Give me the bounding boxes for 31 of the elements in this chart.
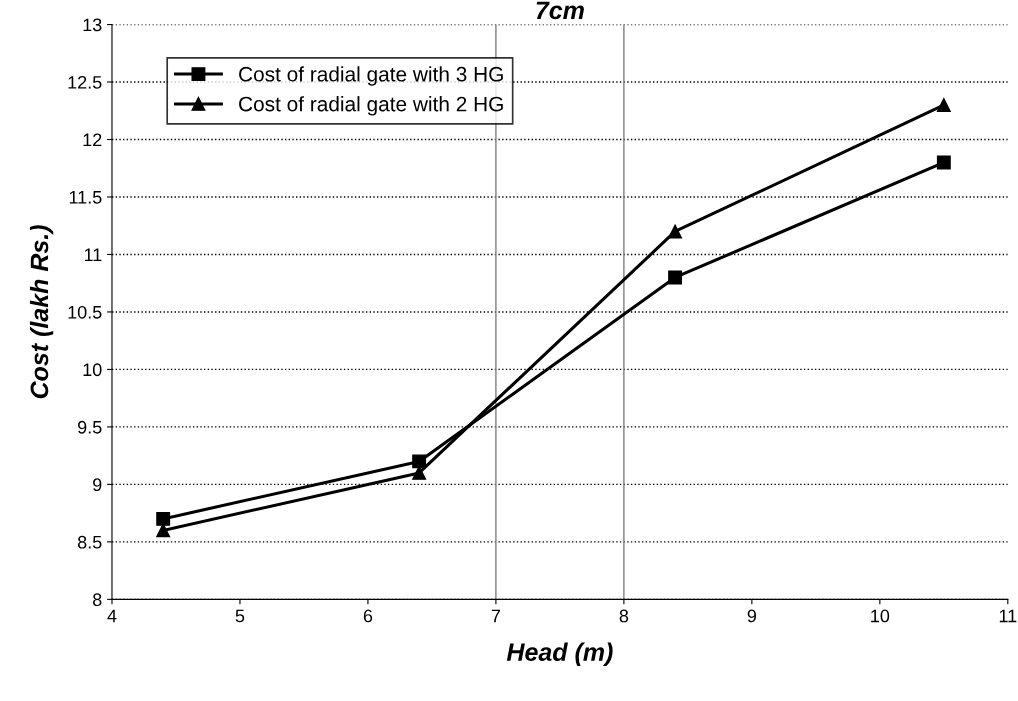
point [936,155,951,170]
y-tick-label: 12 [83,133,102,147]
x-tick-label: 8 [619,609,629,623]
y-tick-label: 9 [93,478,102,492]
y-tick-label: 12.5 [68,75,102,89]
x-tick-label: 7 [491,609,501,623]
legend-label: Cost of radial gate with 2 HG [239,96,503,116]
y-tick-label: 8.5 [77,535,102,549]
point [156,511,171,526]
y-tick-label: 9.5 [78,420,102,434]
point [156,523,171,538]
legend-label: Cost of radial gate with 3 HG [239,66,503,86]
point [668,224,683,239]
x-tick-label: 9 [747,609,757,623]
y-axis-title: Cost (lakh Rs.) [29,225,54,399]
y-tick-label: 10 [83,363,102,377]
y-tick-label: 13 [83,18,102,32]
x-tick-label: 4 [107,609,117,623]
x-tick-label: 5 [235,609,245,623]
y-tick-label: 11 [84,248,102,262]
point [936,98,951,112]
point [668,270,683,285]
x-tick-label: 10 [871,609,890,623]
y-tick-label: 10.5 [68,305,102,319]
chart-title: 7cm [536,1,584,20]
point [412,454,427,469]
y-tick-label: 8 [93,593,102,607]
x-axis-title: Head (m) [506,642,613,666]
x-tick-label: 6 [363,609,373,623]
x-tick-label: 11 [999,609,1017,623]
y-tick-label: 11.5 [69,191,102,204]
